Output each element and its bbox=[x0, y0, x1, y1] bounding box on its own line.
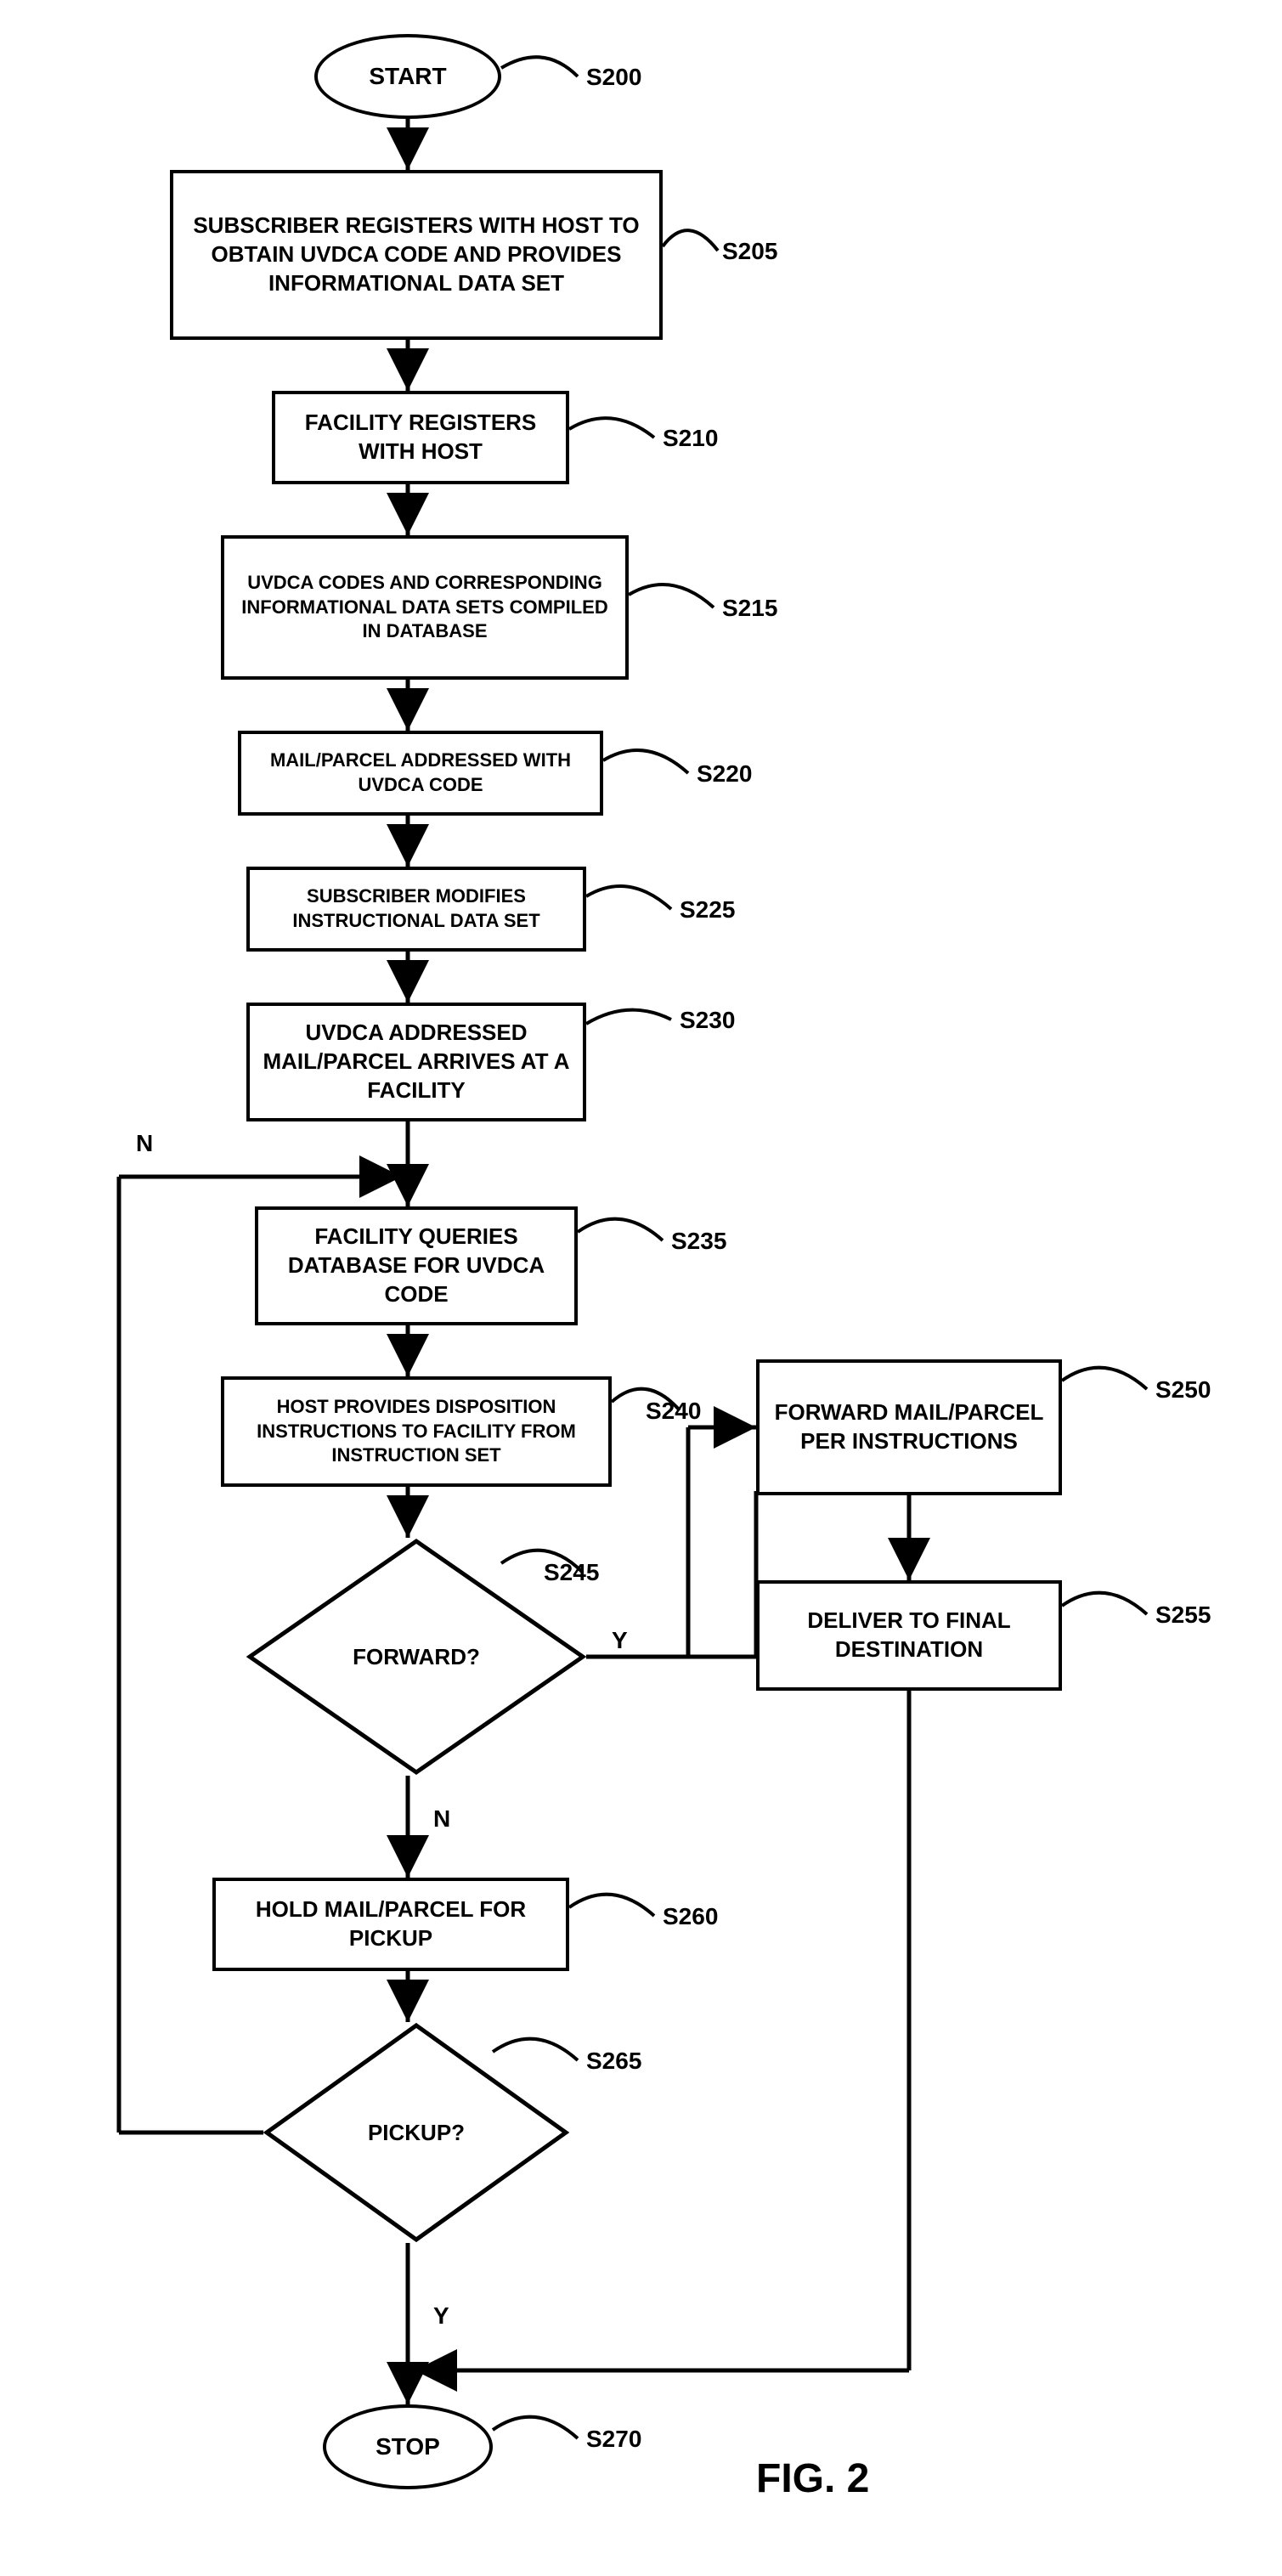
process-s225-text: SUBSCRIBER MODIFIES INSTRUCTIONAL DATA S… bbox=[260, 884, 573, 933]
process-s255: DELIVER TO FINAL DESTINATION bbox=[756, 1580, 1062, 1691]
process-s230-text: UVDCA ADDRESSED MAIL/PARCEL ARRIVES AT A… bbox=[260, 1019, 573, 1104]
terminal-stop: STOP bbox=[323, 2404, 493, 2489]
terminal-start: START bbox=[314, 34, 501, 119]
decision-s265-text: PICKUP? bbox=[368, 2120, 465, 2146]
process-s235: FACILITY QUERIES DATABASE FOR UVDCA CODE bbox=[255, 1206, 578, 1325]
label-s245: S245 bbox=[544, 1559, 599, 1586]
edge-label-y2: Y bbox=[433, 2302, 449, 2330]
process-s220-text: MAIL/PARCEL ADDRESSED WITH UVDCA CODE bbox=[251, 749, 590, 797]
label-s240: S240 bbox=[646, 1398, 701, 1425]
label-s235: S235 bbox=[671, 1228, 726, 1255]
label-s215: S215 bbox=[722, 595, 777, 622]
label-s250: S250 bbox=[1155, 1376, 1211, 1404]
label-s220: S220 bbox=[697, 760, 752, 788]
process-s235-text: FACILITY QUERIES DATABASE FOR UVDCA CODE bbox=[268, 1223, 564, 1308]
decision-s245: FORWARD? bbox=[246, 1538, 586, 1776]
process-s210-text: FACILITY REGISTERS WITH HOST bbox=[285, 409, 556, 466]
terminal-start-text: START bbox=[369, 63, 446, 90]
edge-label-n2: N bbox=[433, 1805, 450, 1833]
label-s255: S255 bbox=[1155, 1602, 1211, 1629]
figure-label: FIG. 2 bbox=[756, 2455, 869, 2502]
label-s210: S210 bbox=[663, 425, 718, 452]
flowchart-container: START S200 SUBSCRIBER REGISTERS WITH HOS… bbox=[17, 17, 1265, 2559]
process-s215: UVDCA CODES AND CORRESPONDING INFORMATIO… bbox=[221, 535, 629, 680]
process-s230: UVDCA ADDRESSED MAIL/PARCEL ARRIVES AT A… bbox=[246, 1003, 586, 1121]
decision-s245-text: FORWARD? bbox=[353, 1644, 480, 1670]
process-s260-text: HOLD MAIL/PARCEL FOR PICKUP bbox=[226, 1895, 556, 1953]
label-s225: S225 bbox=[680, 896, 735, 924]
edge-label-y1: Y bbox=[612, 1627, 628, 1654]
connectors-svg bbox=[17, 17, 1265, 2559]
label-s270: S270 bbox=[586, 2426, 641, 2453]
process-s205: SUBSCRIBER REGISTERS WITH HOST TO OBTAIN… bbox=[170, 170, 663, 340]
process-s220: MAIL/PARCEL ADDRESSED WITH UVDCA CODE bbox=[238, 731, 603, 816]
process-s210: FACILITY REGISTERS WITH HOST bbox=[272, 391, 569, 484]
label-s265: S265 bbox=[586, 2048, 641, 2075]
process-s255-text: DELIVER TO FINAL DESTINATION bbox=[770, 1607, 1048, 1664]
label-s200: S200 bbox=[586, 64, 641, 91]
process-s260: HOLD MAIL/PARCEL FOR PICKUP bbox=[212, 1878, 569, 1971]
process-s240: HOST PROVIDES DISPOSITION INSTRUCTIONS T… bbox=[221, 1376, 612, 1487]
label-s260: S260 bbox=[663, 1903, 718, 1930]
label-s230: S230 bbox=[680, 1007, 735, 1034]
process-s250: FORWARD MAIL/PARCEL PER INSTRUCTIONS bbox=[756, 1359, 1062, 1495]
process-s205-text: SUBSCRIBER REGISTERS WITH HOST TO OBTAIN… bbox=[184, 212, 649, 297]
process-s215-text: UVDCA CODES AND CORRESPONDING INFORMATIO… bbox=[234, 571, 615, 644]
label-s205: S205 bbox=[722, 238, 777, 265]
process-s240-text: HOST PROVIDES DISPOSITION INSTRUCTIONS T… bbox=[234, 1395, 598, 1468]
process-s225: SUBSCRIBER MODIFIES INSTRUCTIONAL DATA S… bbox=[246, 867, 586, 952]
process-s250-text: FORWARD MAIL/PARCEL PER INSTRUCTIONS bbox=[770, 1398, 1048, 1456]
edge-label-n1: N bbox=[136, 1130, 153, 1157]
decision-s265: PICKUP? bbox=[263, 2022, 569, 2243]
terminal-stop-text: STOP bbox=[376, 2433, 440, 2460]
